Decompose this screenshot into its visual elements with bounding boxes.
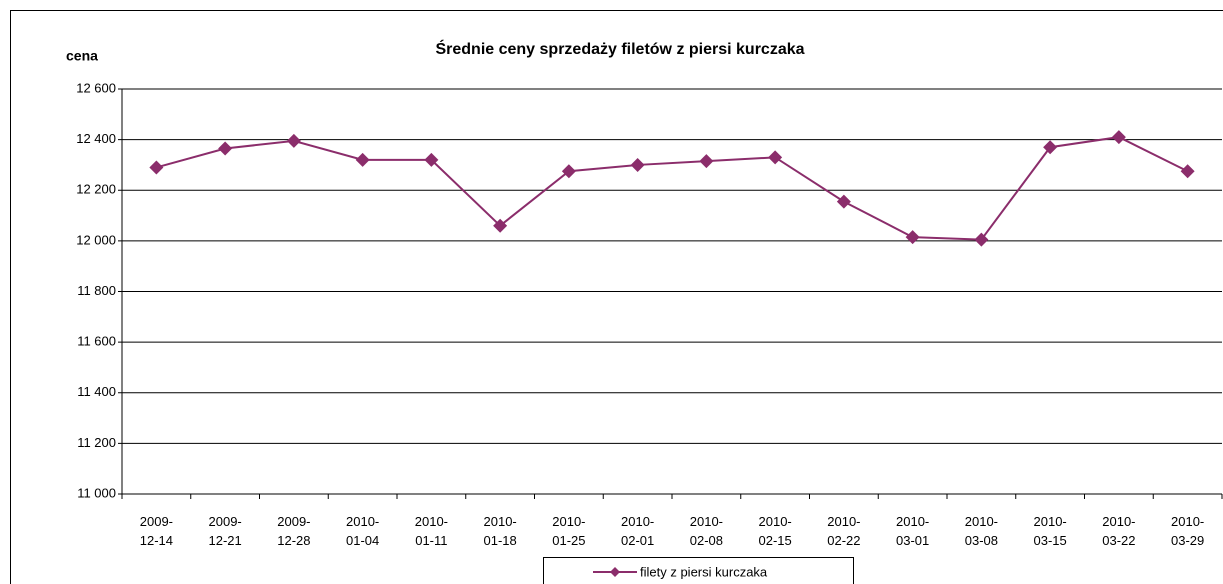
y-tick-label: 12 000: [76, 232, 116, 247]
line: [156, 136, 1189, 241]
y-tick-label: 12 200: [76, 182, 116, 197]
marker: [1180, 164, 1195, 179]
x-tick-label: 2009-12-21: [208, 514, 242, 548]
marker: [286, 133, 301, 148]
x-tick-label: 2010-01-11: [414, 514, 448, 548]
legend-label: filety z piersi kurczaka: [640, 564, 768, 579]
x-tick-label: 2010-03-29: [1171, 514, 1205, 548]
marker: [905, 230, 920, 245]
marker: [355, 152, 370, 167]
marker: [974, 232, 989, 247]
x-tick-label: 2010-03-22: [1102, 514, 1136, 548]
marker: [1043, 140, 1058, 155]
legend-marker: [610, 567, 620, 577]
x-tick-label: 2009-12-14: [139, 514, 173, 548]
x-tick-label: 2010-03-08: [964, 514, 998, 548]
y-tick-label: 11 800: [77, 283, 116, 298]
x-tick-label: 2010-02-15: [758, 514, 792, 548]
y-tick-label: 11 000: [77, 485, 116, 500]
marker: [424, 152, 439, 167]
marker: [836, 194, 851, 209]
y-tick-label: 11 600: [77, 334, 116, 349]
marker: [493, 218, 508, 233]
chart-border: [10, 10, 1223, 584]
marker: [561, 164, 576, 179]
marker: [768, 150, 783, 165]
x-tick-label: 2010-02-22: [827, 514, 861, 548]
chart-title: Średnie ceny sprzedaży filetów z piersi …: [435, 39, 804, 58]
y-tick-label: 11 200: [77, 435, 116, 450]
y-tick-label: 11 400: [77, 384, 116, 399]
x-tick-label: 2010-01-04: [346, 514, 380, 548]
marker: [1111, 130, 1126, 145]
marker: [699, 154, 714, 169]
x-tick-label: 2010-03-01: [896, 514, 930, 548]
x-tick-label: 2009-12-28: [277, 514, 311, 548]
x-tick-label: 2010-03-15: [1033, 514, 1067, 548]
x-tick-label: 2010-02-08: [689, 514, 723, 548]
marker: [149, 160, 164, 175]
y-tick-label: 12 600: [76, 80, 116, 95]
marker: [630, 157, 645, 172]
marker: [218, 141, 233, 156]
legend-box: [543, 557, 854, 584]
x-tick-label: 2010-02-01: [621, 514, 655, 548]
y-tick-label: 12 400: [76, 131, 116, 146]
y-axis-label: cena: [66, 48, 98, 64]
x-tick-label: 2010-01-25: [552, 514, 586, 548]
x-tick-label: 2010-01-18: [483, 514, 517, 548]
